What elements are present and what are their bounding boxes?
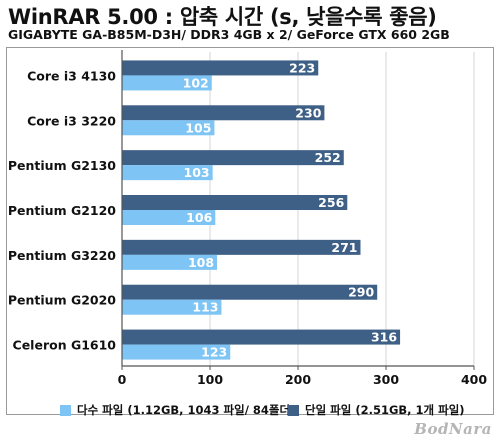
category-label-6: Celeron G1610: [13, 338, 117, 353]
data-label-multi-0: 102: [183, 75, 209, 90]
data-label-single-4: 271: [331, 240, 357, 255]
bar-single-5: [122, 284, 378, 300]
legend-swatch-multi: [60, 404, 71, 416]
data-label-multi-5: 113: [192, 300, 218, 315]
category-label-2: Pentium G2130: [8, 158, 116, 173]
data-label-single-6: 316: [371, 330, 397, 345]
bar-single-3: [122, 195, 348, 210]
bar-single-0: [122, 60, 319, 76]
data-label-multi-2: 103: [184, 165, 210, 180]
data-label-single-5: 290: [348, 285, 374, 300]
bar-multi-3: [122, 210, 216, 225]
bar-multi-1: [122, 120, 215, 136]
category-label-5: Pentium G2020: [8, 293, 116, 308]
category-label-4: Pentium G3220: [8, 248, 116, 263]
bar-multi-5: [122, 299, 222, 315]
x-tick-label-0: 0: [118, 372, 127, 387]
chart-subtitle: GIGABYTE GA-B85M-D3H/ DDR3 4GB x 2/ GeFo…: [8, 27, 450, 42]
data-label-single-0: 223: [289, 60, 315, 75]
legend-label-single: 단일 파일 (2.51GB, 1개 파일): [305, 403, 465, 417]
data-label-multi-1: 105: [185, 120, 211, 135]
legend-item-single: 단일 파일 (2.51GB, 1개 파일): [288, 402, 465, 418]
data-label-single-2: 252: [315, 150, 341, 165]
category-label-3: Pentium G2120: [8, 203, 116, 218]
x-tick-label-1: 100: [197, 372, 223, 387]
legend-label-multi: 다수 파일 (1.12GB, 1043 파일/ 84폴더): [77, 403, 296, 417]
bar-single-4: [122, 239, 361, 255]
legend-item-multi: 다수 파일 (1.12GB, 1043 파일/ 84폴더): [60, 402, 295, 418]
data-label-single-3: 256: [318, 195, 344, 210]
watermark-logo: BodNara: [414, 420, 492, 438]
bar-single-1: [122, 105, 325, 121]
chart-title: WinRAR 5.00 : 압축 시간 (s, 낮을수록 좋음): [8, 5, 437, 29]
x-tick-label-4: 400: [461, 372, 487, 387]
data-label-single-1: 230: [295, 105, 321, 120]
category-label-0: Core i3 4130: [27, 68, 116, 83]
bar-single-6: [122, 329, 401, 345]
bar-multi-0: [122, 75, 212, 91]
bar-multi-4: [122, 254, 218, 270]
bar-single-2: [122, 150, 344, 166]
bar-multi-6: [122, 344, 231, 360]
x-tick-label-3: 300: [373, 372, 399, 387]
data-label-multi-4: 108: [188, 255, 214, 270]
category-label-1: Core i3 3220: [27, 113, 116, 128]
legend-swatch-single: [288, 404, 299, 416]
x-tick-label-2: 200: [285, 372, 311, 387]
bar-multi-2: [122, 165, 213, 181]
bar-chart: 223 102 Core i3 4130 230 105 Core i3 3220 252 1…: [8, 50, 487, 387]
data-label-multi-3: 106: [186, 210, 212, 225]
data-label-multi-6: 123: [201, 345, 227, 360]
